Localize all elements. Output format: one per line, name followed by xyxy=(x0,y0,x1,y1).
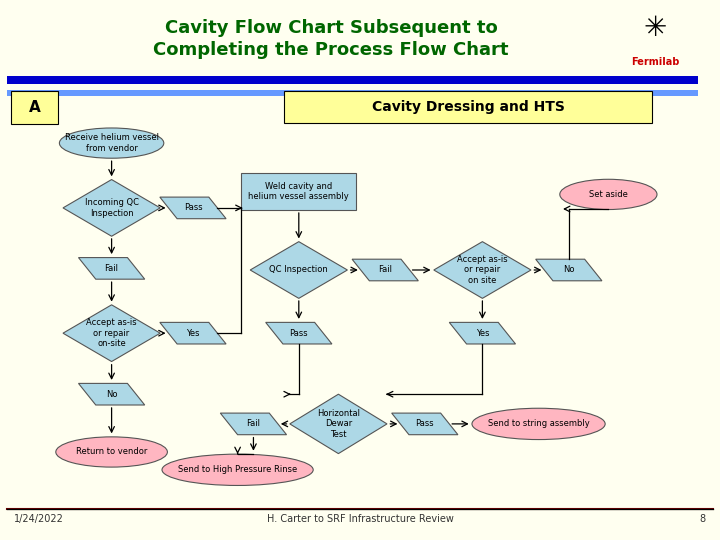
Ellipse shape xyxy=(560,179,657,210)
FancyBboxPatch shape xyxy=(7,90,698,96)
Text: Fail: Fail xyxy=(378,266,392,274)
Polygon shape xyxy=(63,179,160,237)
Text: Pass: Pass xyxy=(289,329,308,338)
Text: Return to vendor: Return to vendor xyxy=(76,448,148,456)
Text: 8: 8 xyxy=(699,515,706,524)
Polygon shape xyxy=(536,259,602,281)
Text: Yes: Yes xyxy=(476,329,489,338)
Text: No: No xyxy=(563,266,575,274)
FancyBboxPatch shape xyxy=(241,173,356,210)
Polygon shape xyxy=(352,259,418,281)
Text: H. Carter to SRF Infrastructure Review: H. Carter to SRF Infrastructure Review xyxy=(266,515,454,524)
Text: ✳: ✳ xyxy=(644,14,667,42)
Text: Pass: Pass xyxy=(184,204,202,212)
Text: No: No xyxy=(106,390,117,399)
Polygon shape xyxy=(160,197,226,219)
Text: Send to string assembly: Send to string assembly xyxy=(487,420,590,428)
Text: Pass: Pass xyxy=(415,420,434,428)
Text: Send to High Pressure Rinse: Send to High Pressure Rinse xyxy=(178,465,297,474)
Polygon shape xyxy=(78,383,145,405)
FancyBboxPatch shape xyxy=(284,91,652,123)
Ellipse shape xyxy=(56,437,167,467)
FancyBboxPatch shape xyxy=(7,76,698,84)
Text: 1/24/2022: 1/24/2022 xyxy=(14,515,64,524)
Text: Receive helium vessel
from vendor: Receive helium vessel from vendor xyxy=(65,133,158,153)
Polygon shape xyxy=(449,322,516,344)
Polygon shape xyxy=(78,258,145,279)
Text: Weld cavity and
helium vessel assembly: Weld cavity and helium vessel assembly xyxy=(248,182,349,201)
Text: Accept as-is
or repair
on site: Accept as-is or repair on site xyxy=(457,255,508,285)
Text: Accept as-is
or repair
on-site: Accept as-is or repair on-site xyxy=(86,318,137,348)
Text: Incoming QC
Inspection: Incoming QC Inspection xyxy=(85,198,138,218)
Text: Cavity Dressing and HTS: Cavity Dressing and HTS xyxy=(372,100,564,114)
Polygon shape xyxy=(220,413,287,435)
Ellipse shape xyxy=(59,128,163,158)
Polygon shape xyxy=(289,394,387,454)
Text: Horizontal
Dewar
Test: Horizontal Dewar Test xyxy=(317,409,360,439)
FancyBboxPatch shape xyxy=(11,91,58,124)
Text: A: A xyxy=(29,100,40,115)
Polygon shape xyxy=(251,241,347,298)
Text: Fail: Fail xyxy=(246,420,261,428)
Polygon shape xyxy=(392,413,458,435)
Text: Fermilab: Fermilab xyxy=(631,57,680,67)
Ellipse shape xyxy=(162,454,313,485)
Polygon shape xyxy=(63,305,160,362)
Text: Set aside: Set aside xyxy=(589,190,628,199)
Polygon shape xyxy=(433,241,531,298)
Text: Yes: Yes xyxy=(186,329,199,338)
Text: QC Inspection: QC Inspection xyxy=(269,266,328,274)
Ellipse shape xyxy=(472,408,605,440)
Polygon shape xyxy=(160,322,226,344)
Text: Cavity Flow Chart Subsequent to
Completing the Process Flow Chart: Cavity Flow Chart Subsequent to Completi… xyxy=(153,19,509,59)
Text: Fail: Fail xyxy=(104,264,119,273)
Polygon shape xyxy=(266,322,332,344)
